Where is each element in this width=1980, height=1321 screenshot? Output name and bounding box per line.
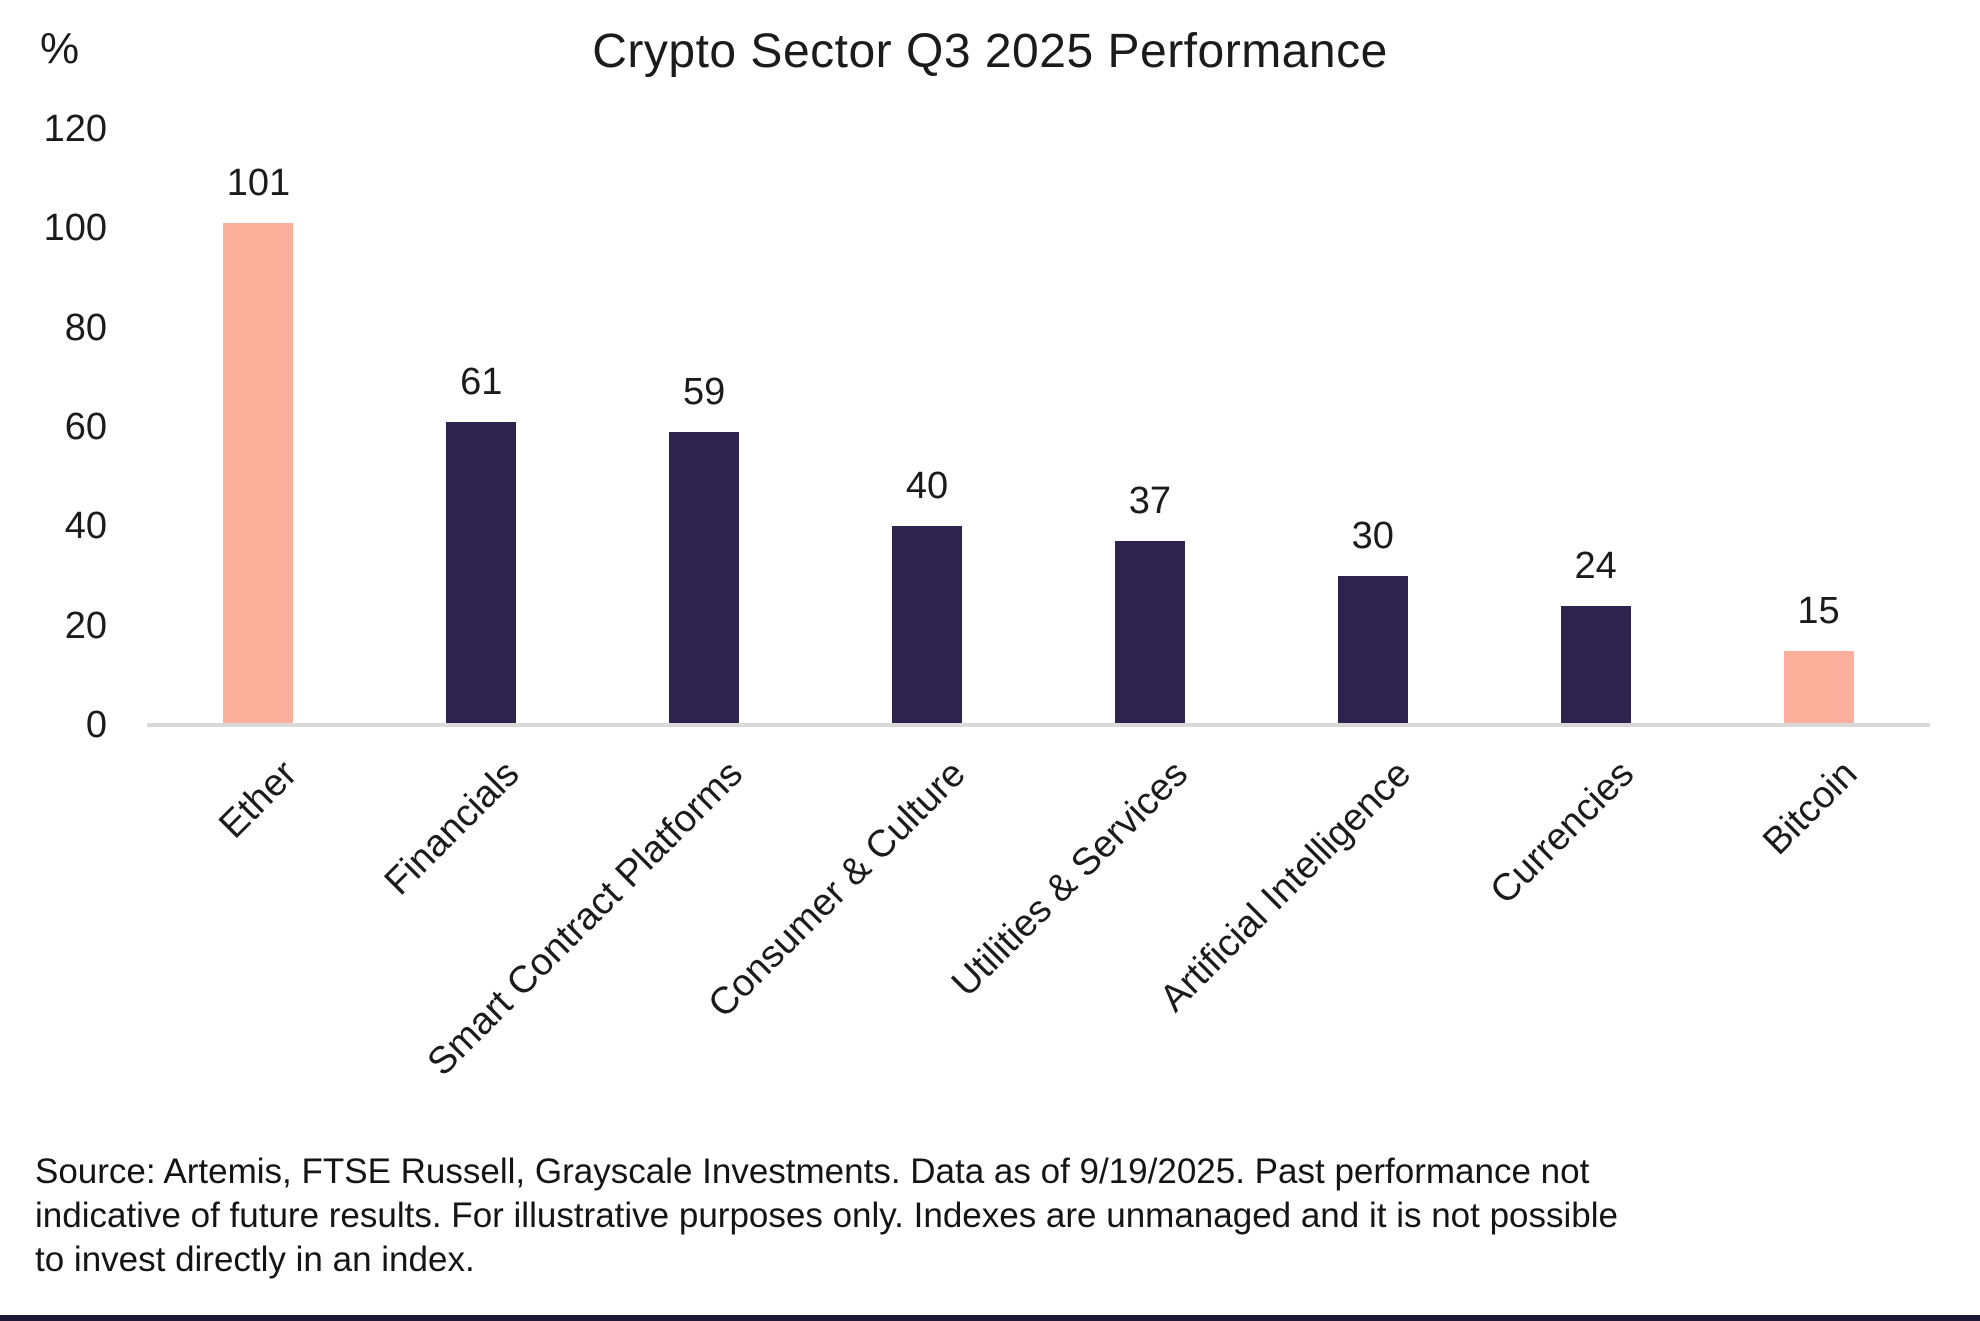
bar-bitcoin bbox=[1783, 650, 1854, 723]
bar-value-label: 61 bbox=[460, 361, 503, 404]
bar-value-label: 40 bbox=[905, 465, 949, 508]
y-axis-tick-label: 120 bbox=[43, 108, 107, 150]
bar-smart-contract-platforms bbox=[669, 431, 740, 723]
bar-value-label: 30 bbox=[1351, 515, 1394, 557]
bar-utilities-services bbox=[1114, 541, 1185, 723]
x-axis-category-label: Bitcoin bbox=[1754, 752, 1865, 864]
source-line: Source: Artemis, FTSE Russell, Grayscale… bbox=[35, 1152, 1590, 1191]
source-line: indicative of future results. For illust… bbox=[35, 1196, 1618, 1236]
y-axis-tick-label: 100 bbox=[43, 207, 107, 250]
bar-value-label: 59 bbox=[683, 370, 726, 413]
source-line: to invest directly in an index. bbox=[35, 1240, 475, 1280]
bar-artificial-intelligence bbox=[1337, 576, 1408, 723]
y-axis-unit-label: % bbox=[40, 24, 80, 73]
y-axis-tick-label: 0 bbox=[85, 704, 107, 746]
chart-title: Crypto Sector Q3 2025 Performance bbox=[592, 25, 1388, 78]
bar-value-label: 15 bbox=[1797, 589, 1840, 632]
bar-financials bbox=[446, 422, 517, 723]
bar-consumer-culture bbox=[892, 526, 963, 723]
footer-accent-bar bbox=[0, 1315, 1980, 1321]
x-axis-category-label: Currencies bbox=[1482, 752, 1643, 913]
y-axis-tick-label: 40 bbox=[64, 505, 107, 548]
bar-currencies bbox=[1560, 605, 1631, 723]
bar-value-label: 101 bbox=[226, 162, 291, 205]
y-axis-tick-label: 80 bbox=[64, 306, 107, 349]
source-note: Source: Artemis, FTSE Russell, Grayscale… bbox=[35, 1150, 1940, 1282]
x-axis-category-label: Financials bbox=[377, 752, 528, 904]
x-axis-category-label: Utilities & Services bbox=[944, 752, 1197, 1005]
x-axis-line bbox=[147, 723, 1930, 727]
y-axis-tick-label: 60 bbox=[64, 406, 107, 448]
y-axis-tick-label: 20 bbox=[64, 604, 107, 647]
x-axis-category-label: Artificial Intelligence bbox=[1152, 752, 1420, 1020]
bar-ether bbox=[223, 223, 294, 723]
x-axis-category-label: Ether bbox=[210, 752, 305, 847]
bar-value-label: 37 bbox=[1128, 480, 1172, 523]
bar-value-label: 24 bbox=[1574, 544, 1617, 587]
